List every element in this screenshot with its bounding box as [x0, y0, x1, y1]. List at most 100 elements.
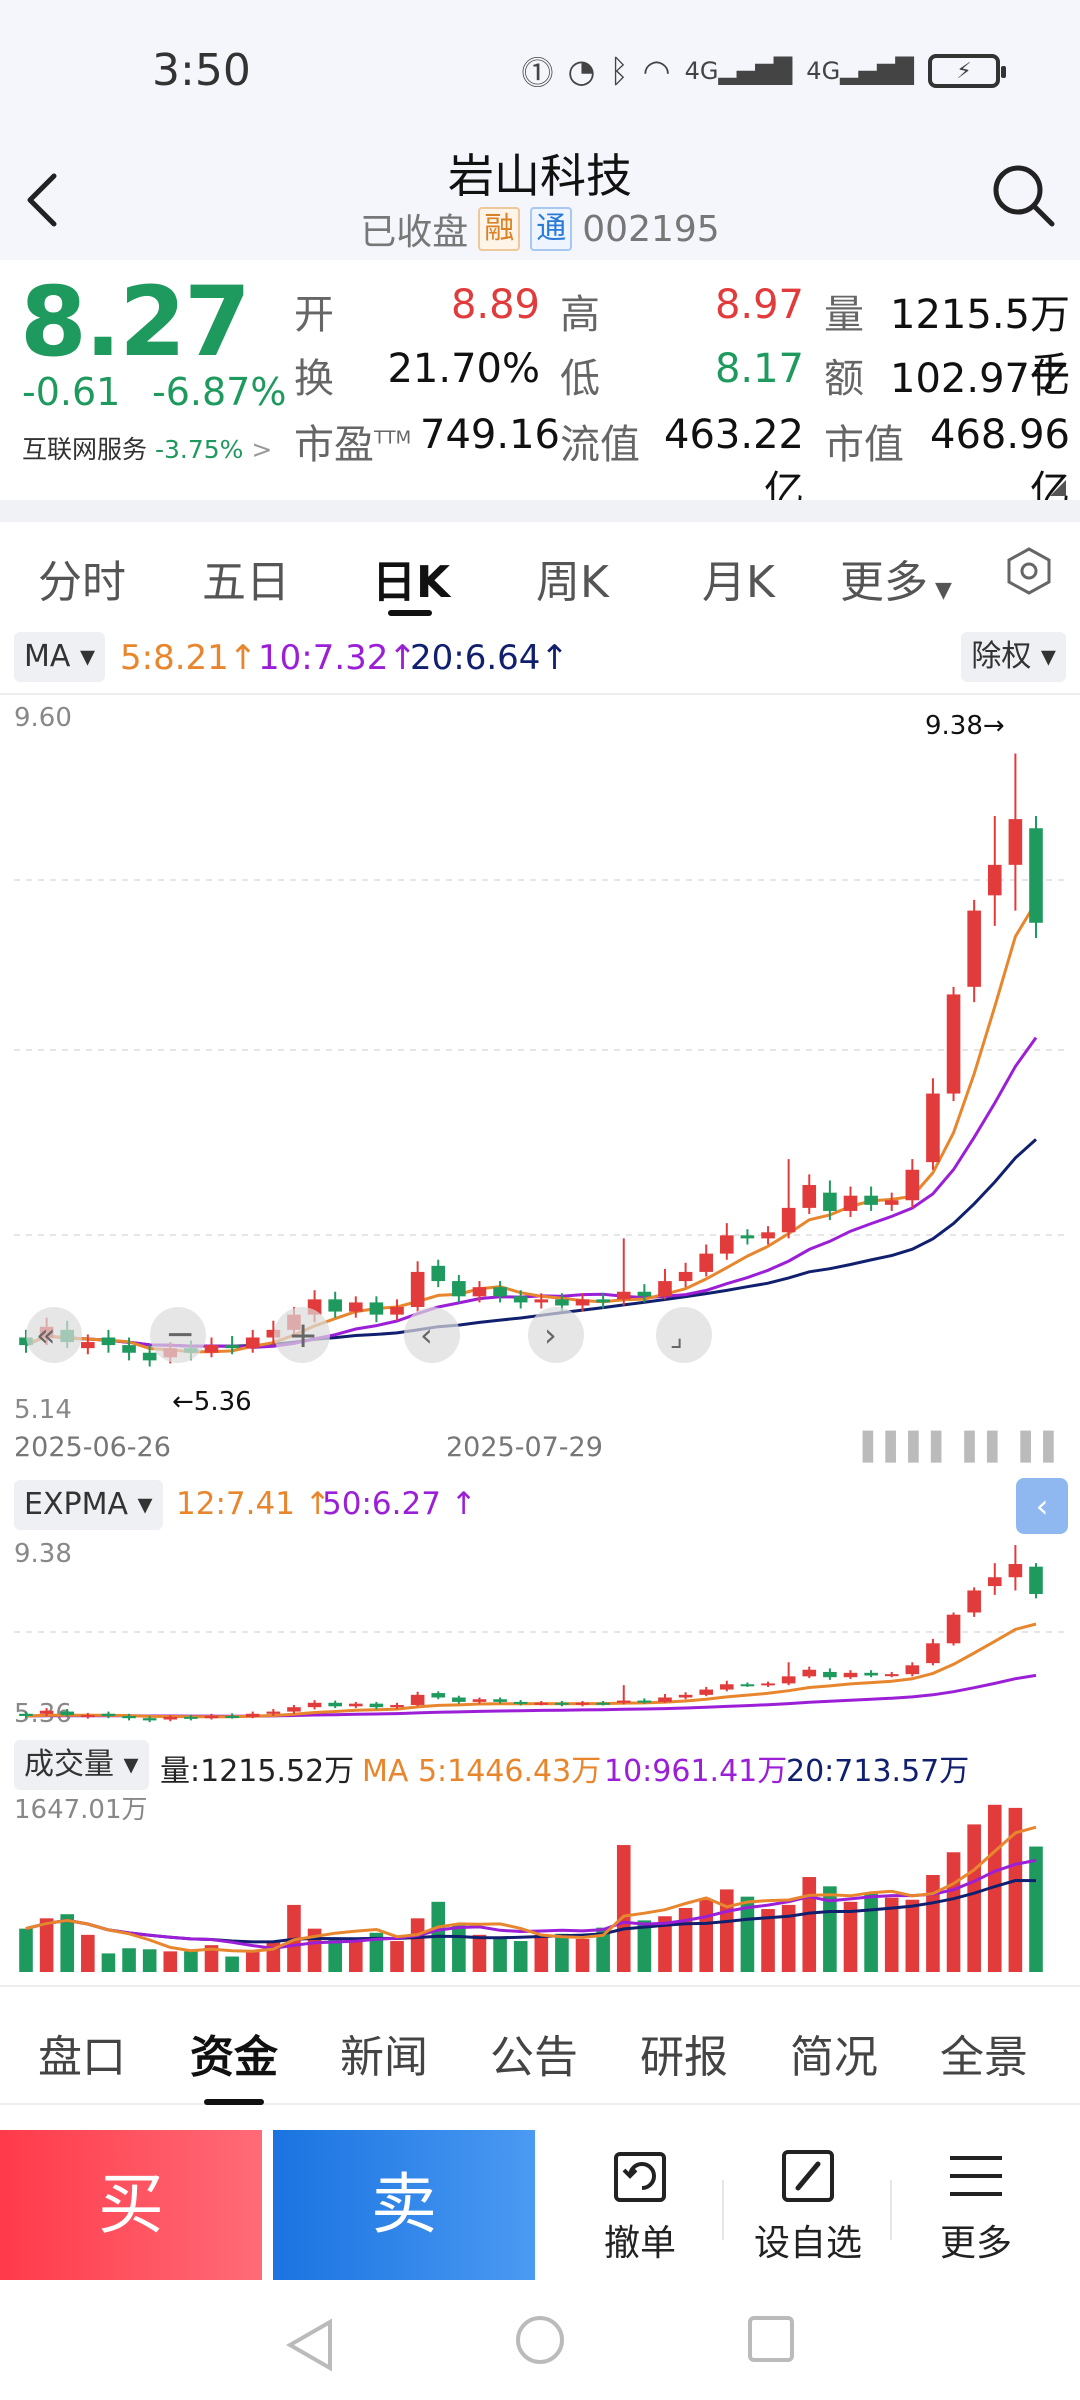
open-label: 开 [294, 292, 334, 338]
volume-bar [142, 1949, 157, 1972]
candle-body [1008, 1564, 1023, 1578]
candle-body [905, 1665, 920, 1675]
candle-body [658, 1281, 672, 1297]
stock-code: 002195 [582, 208, 720, 250]
volume-selector[interactable]: 成交量 ▾ [14, 1740, 149, 1790]
cancel-order-button[interactable]: 撤单 [560, 2146, 720, 2266]
volume-bar [905, 1899, 920, 1972]
candle-body [967, 1590, 981, 1613]
nav-recents-icon[interactable] [748, 2316, 794, 2362]
chart-settings-icon[interactable] [1004, 546, 1054, 596]
layout-toggle-icon[interactable]: ▌▌▌▌ ▌▌ ▌▌ [862, 1432, 1066, 1463]
tab-profile[interactable]: 简况 [790, 2032, 878, 2083]
candle-body [142, 1718, 157, 1721]
nav-back-icon[interactable] [285, 2318, 332, 2372]
cancel-order-label: 撤单 [603, 2223, 676, 2264]
fullscreen-button[interactable]: ⌟ [656, 1307, 712, 1363]
ma5-value: 5:8.21↑ [120, 638, 258, 678]
candle-body [369, 1703, 384, 1708]
expma12-line [25, 1622, 1037, 1719]
candle-body [802, 1185, 817, 1208]
sector-link[interactable]: 互联网服务 -3.75% > [22, 430, 272, 466]
svg-text:›: › [544, 1316, 557, 1354]
ma-selector[interactable]: MA ▾ [14, 632, 106, 682]
expma-selector[interactable]: EXPMA ▾ [14, 1480, 163, 1530]
candlestick-chart[interactable]: 9.60 5.14 9.38→ ←5.36 « − + ‹ › ⌟ [0, 690, 1080, 1450]
tab-news[interactable]: 新闻 [340, 2032, 428, 2083]
axis-max: 9.60 [14, 703, 72, 733]
tab-capital[interactable]: 资金 [190, 2032, 278, 2083]
sell-button[interactable]: 卖 [273, 2130, 535, 2280]
volume-bar [843, 1901, 858, 1972]
candle-body [19, 1713, 33, 1716]
back-icon[interactable] [22, 170, 62, 230]
system-nav-bar [0, 2290, 1080, 2400]
volume-legend: 成交量 ▾ 量:1215.52万 MA 5:1446.43万 10:961.41… [0, 1736, 1080, 1792]
bluetooth-icon: ᛒ [609, 52, 629, 90]
step-right-button[interactable]: › [528, 1307, 584, 1363]
ma10-line [25, 1036, 1038, 1349]
adjust-selector[interactable]: 除权 ▾ [961, 632, 1066, 682]
tab-monthly-k[interactable]: 月K [702, 557, 775, 608]
candle-body [596, 1299, 610, 1303]
tab-intraday[interactable]: 分时 [38, 557, 126, 608]
market-state: 已收盘 [360, 212, 469, 253]
volume-bar [864, 1893, 878, 1972]
step-left-button[interactable]: ‹ [404, 1307, 460, 1363]
tab-orderbook[interactable]: 盘口 [38, 2032, 126, 2083]
volume-bar [328, 1940, 342, 1972]
candle-body [720, 1235, 734, 1254]
volume-bar [1008, 1807, 1023, 1972]
expand-corner-icon[interactable] [1050, 480, 1066, 496]
search-icon[interactable] [988, 160, 1058, 230]
expma-axis-max: 9.38 [14, 1539, 72, 1569]
volume-bar [575, 1938, 590, 1972]
date-axis: 2025-06-26 2025-07-29 ▌▌▌▌ ▌▌ ▌▌ [0, 1428, 1080, 1468]
tab-more[interactable]: 更多 ▼ [840, 557, 952, 608]
buy-button[interactable]: 买 [0, 2130, 262, 2280]
float-cap-value: 463.22亿 [664, 412, 804, 514]
candle-body [493, 1699, 507, 1702]
tab-research[interactable]: 研报 [640, 2032, 728, 2083]
zoom-out-button[interactable]: − [150, 1307, 206, 1363]
volume-bar [637, 1920, 652, 1972]
candle-body [348, 1703, 363, 1707]
volume-bar [369, 1932, 384, 1972]
turnover-label: 换 [294, 356, 334, 402]
tab-panorama[interactable]: 全景 [940, 2032, 1028, 2083]
chevron-right-icon: > [251, 435, 273, 464]
scroll-left-button[interactable]: « [26, 1307, 82, 1363]
tab-five-day[interactable]: 五日 [202, 557, 290, 608]
margin-tag[interactable]: 融 [478, 207, 521, 251]
volume-bar [60, 1914, 75, 1972]
expma-chart[interactable]: 9.38 5.36 [0, 1532, 1080, 1732]
signal-icon-1: 4G▂▄▆█ [684, 57, 793, 85]
candle-body [720, 1684, 734, 1690]
candle-body [245, 1337, 260, 1349]
volume-chart[interactable]: 1647.01万 [0, 1790, 1080, 1975]
candle-body [926, 1643, 940, 1664]
date-start: 2025-06-26 [14, 1432, 171, 1463]
add-watchlist-button[interactable]: 设自选 [728, 2146, 888, 2266]
candle-body [19, 1337, 33, 1346]
candle-body [101, 1337, 116, 1346]
candle-body [658, 1697, 672, 1702]
volume-bar [823, 1886, 837, 1972]
low-value: 8.17 [714, 346, 804, 392]
zoom-in-button[interactable]: + [274, 1307, 330, 1363]
volume-bar [390, 1941, 404, 1972]
candle-body [987, 1577, 1002, 1587]
volume-bar [410, 1918, 425, 1972]
candle-body [142, 1352, 157, 1361]
battery-icon: ⚡ [928, 54, 1006, 88]
more-button[interactable]: 更多 [896, 2146, 1056, 2266]
tab-daily-k[interactable]: 日K [372, 557, 451, 608]
collapse-panel-button[interactable]: ‹ [1016, 1478, 1068, 1534]
tab-announcements[interactable]: 公告 [490, 2032, 578, 2083]
nav-home-icon[interactable] [516, 2316, 564, 2364]
candle-body [122, 1715, 136, 1719]
ma5-line [25, 901, 1038, 1354]
candle-body [1008, 819, 1023, 865]
tab-weekly-k[interactable]: 周K [536, 557, 609, 608]
connect-tag[interactable]: 通 [530, 207, 573, 251]
